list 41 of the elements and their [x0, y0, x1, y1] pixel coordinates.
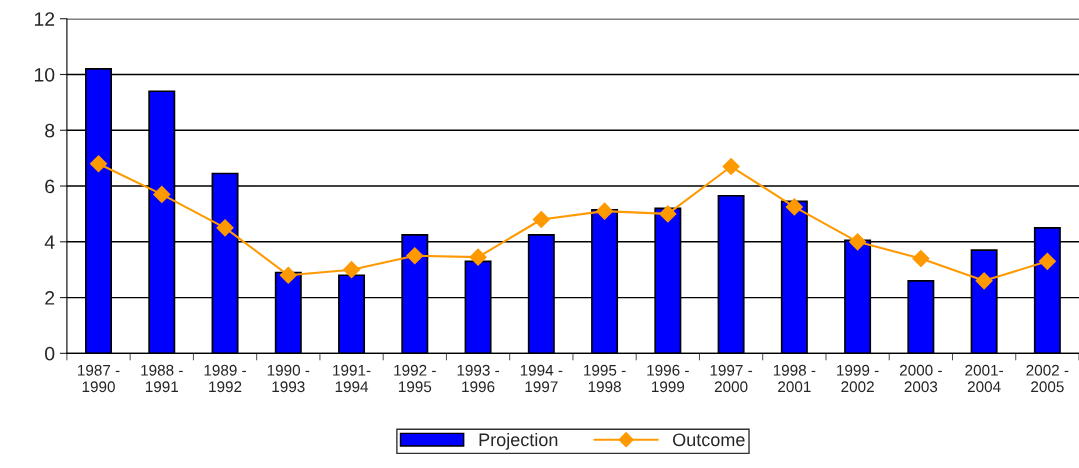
- point: [596, 202, 614, 220]
- point: [406, 247, 424, 265]
- x-tick-label: 1989 - 1992: [204, 364, 247, 393]
- point: [975, 272, 993, 290]
- y-tick-label: 4: [44, 235, 55, 249]
- x-tick-label: 1993 - 1996: [457, 364, 500, 393]
- x-tick-label: 1992 - 1995: [394, 364, 436, 393]
- y-tick-label: 6: [45, 179, 55, 194]
- y-tick-label: 2: [45, 291, 55, 305]
- point: [216, 219, 234, 237]
- point: [785, 198, 803, 216]
- y-tick-label: 0: [45, 346, 55, 361]
- x-tick-label: 2002 - 2005: [1026, 364, 1069, 393]
- x-tick-label: 2001- 2004: [965, 364, 1003, 393]
- x-tick-label: 1996 - 1999: [647, 364, 689, 393]
- point: [532, 210, 550, 229]
- point: [153, 185, 171, 203]
- x-tick-label: 1995 - 1998: [584, 364, 626, 393]
- point: [1038, 252, 1056, 270]
- point: [469, 248, 487, 266]
- point: [849, 233, 867, 251]
- legend-label: Projection: [479, 432, 558, 450]
- x-tick-label: 1997 - 2000: [710, 364, 753, 393]
- x-tick-label: 2000 - 2003: [899, 364, 942, 393]
- x-tick-label: 1994 - 1997: [520, 364, 563, 393]
- y-tick-label: 8: [45, 123, 55, 138]
- point: [89, 155, 108, 173]
- y-tick-label: 12: [34, 12, 55, 26]
- x-tick-label: 1990 - 1993: [267, 364, 310, 393]
- x-tick-label: 1999 - 2002: [837, 364, 879, 393]
- y-tick-label: 10: [34, 67, 55, 82]
- x-tick-label: 1998 - 2001: [773, 364, 816, 393]
- point: [342, 261, 361, 279]
- point: [279, 266, 297, 284]
- point: [659, 205, 677, 223]
- x-tick-label: 1987 - 1990: [78, 364, 120, 393]
- point: [722, 157, 740, 176]
- legend-label: Outcome: [673, 433, 745, 447]
- x-tick-label: 1988 - 1991: [141, 364, 183, 393]
- point: [912, 249, 930, 268]
- x-tick-label: 1991- 1994: [333, 364, 371, 393]
